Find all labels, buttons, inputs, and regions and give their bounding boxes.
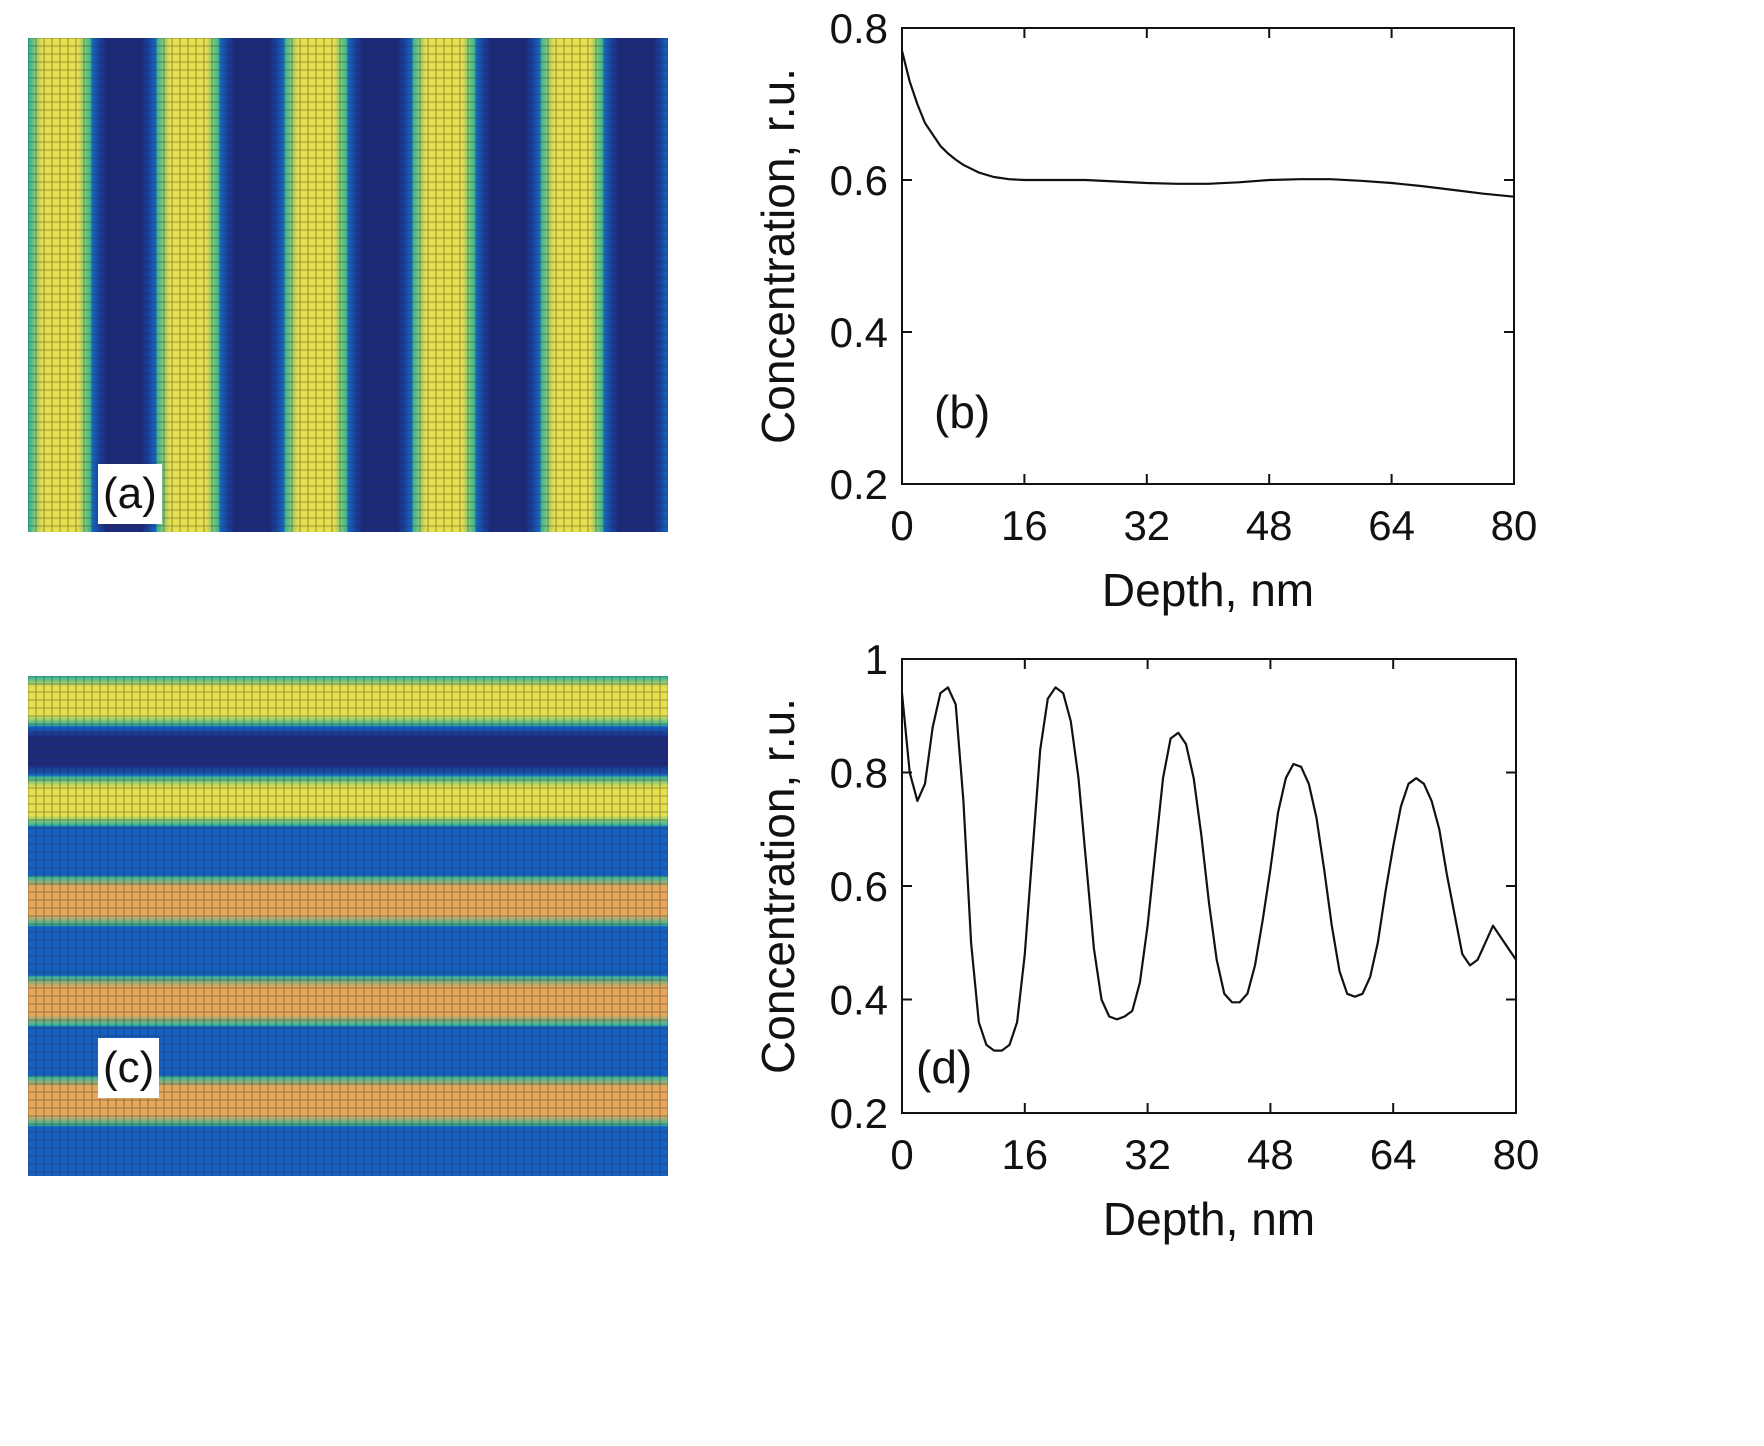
chart-b-y-axis-title: Concentration, r.u. [752,68,804,444]
chart-b-x-tick-label: 32 [1123,502,1170,549]
chart-b-y-tick-label: 0.4 [830,309,888,356]
panel-label-c: (c) [98,1038,160,1098]
chart-d-x-tick-label: 80 [1493,1131,1540,1178]
chart-d-y-axis-title: Concentration, r.u. [752,698,804,1074]
chart-d-y-tick-label: 0.6 [830,863,888,910]
chart-b: 0 16 32 48 64 80 0.2 0.4 0.6 0.8 Depth, nm Concentr… [0,0,1764,640]
concentration-map-c: (c) [28,676,668,1176]
chart-d-series-line [900,686,1517,1052]
chart-d-x-axis-title: Depth, nm [1103,1193,1315,1245]
chart-d: 0 16 32 48 64 80 0.2 0.4 0.6 0.8 1 Depth, nm Concent… [0,636,1764,1446]
chart-b-plot-frame [901,27,1515,485]
chart-b-x-tick-label: 80 [1491,502,1538,549]
chart-b-panel-annotation: (b) [934,386,990,438]
chart-b-y-tick-label: 0.2 [830,461,888,508]
chart-d-y-tick-label: 0.2 [830,1090,888,1137]
chart-d-x-tick-label: 32 [1124,1131,1171,1178]
chart-d-y-tick-label: 0.8 [830,750,888,797]
chart-b-series-line [900,50,1515,198]
chart-d-svg: 0 16 32 48 64 80 0.2 0.4 0.6 0.8 1 Depth, nm Concent… [752,636,1540,1245]
chart-b-y-tick-label: 0.8 [830,5,888,52]
chart-d-plot-frame [901,658,1517,1114]
chart-d-y-tick-label: 1 [865,636,888,683]
mesh-grid [28,676,668,1176]
concentration-map-a: (a) [28,38,668,532]
chart-d-y-tick-label: 0.4 [830,977,888,1024]
chart-d-x-tick-label: 48 [1247,1131,1294,1178]
panel-label-a: (a) [98,464,162,524]
chart-d-x-tick-label: 16 [1001,1131,1048,1178]
chart-b-x-axis-title: Depth, nm [1102,564,1314,616]
chart-d-x-tick-label: 64 [1370,1131,1417,1178]
chart-d-panel-annotation: (d) [916,1041,972,1093]
chart-b-svg: 0 16 32 48 64 80 0.2 0.4 0.6 0.8 Depth, nm Concentr… [752,5,1538,616]
chart-d-x-tick-label: 0 [890,1131,913,1178]
chart-b-x-tick-label: 48 [1246,502,1293,549]
map-a-canvas [28,38,668,532]
chart-b-x-tick-label: 64 [1368,502,1415,549]
chart-b-x-tick-label: 16 [1001,502,1048,549]
chart-b-x-tick-label: 0 [890,502,913,549]
chart-b-y-tick-label: 0.6 [830,157,888,204]
mesh-grid [28,38,668,532]
